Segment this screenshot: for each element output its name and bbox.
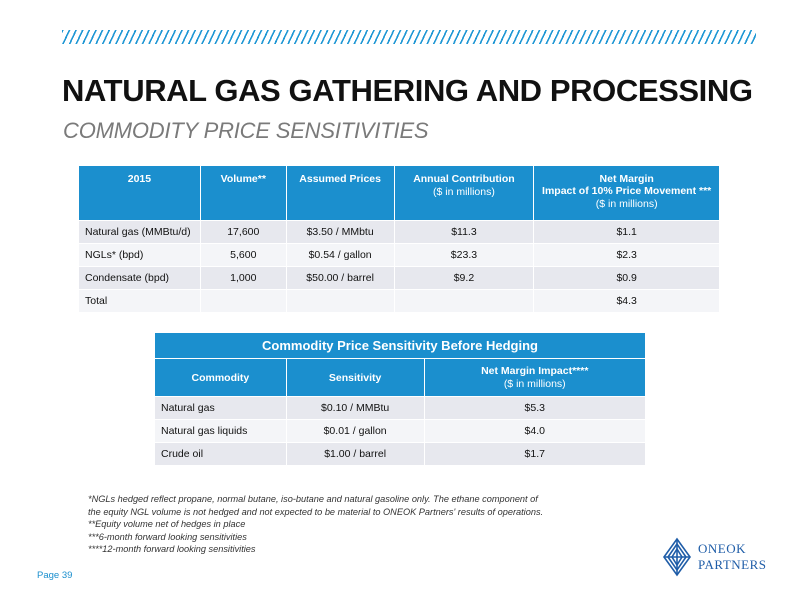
decorative-stripe-band (62, 30, 756, 44)
table-row: Natural gas (MMBtu/d) 17,600 $3.50 / MMb… (78, 220, 720, 244)
cell-commodity: Natural gas liquids (154, 419, 287, 443)
table-row: Natural gas $0.10 / MMBtu $5.3 (154, 396, 646, 420)
logo-text-line2: PARTNERS (698, 557, 767, 572)
cell-annual-contribution (393, 289, 535, 313)
cell-assumed-price: $50.00 / barrel (285, 266, 395, 290)
logo-text-line1: ONEOK (698, 541, 746, 556)
page-title: NATURAL GAS GATHERING AND PROCESSING (62, 73, 753, 108)
cell-net-margin-impact: $5.3 (423, 396, 646, 420)
cell-annual-contribution: $9.2 (393, 266, 535, 290)
cell-net-margin-total: $4.3 (533, 289, 720, 313)
footnote: **Equity volume net of hedges in place (88, 519, 246, 530)
cell-commodity: Natural gas (154, 396, 287, 420)
column-header-volume: Volume** (199, 165, 287, 221)
cell-annual-contribution: $11.3 (393, 220, 535, 244)
cell-commodity: Natural gas (MMBtu/d) (78, 220, 201, 244)
cell-net-margin-impact: $1.7 (423, 442, 646, 466)
table-row: Natural gas liquids $0.01 / gallon $4.0 (154, 419, 646, 443)
cell-net-margin: $2.3 (533, 243, 720, 267)
page-subtitle: COMMODITY PRICE SENSITIVITIES (63, 118, 429, 143)
cell-volume: 5,600 (199, 243, 287, 267)
oneok-partners-logo: ONEOK PARTNERS (660, 535, 770, 580)
cell-volume: 17,600 (199, 220, 287, 244)
table-caption-row: Commodity Price Sensitivity Before Hedgi… (154, 332, 646, 359)
table-row: Crude oil $1.00 / barrel $1.7 (154, 442, 646, 466)
footnote: *NGLs hedged reflect propane, normal but… (88, 494, 538, 504)
cell-volume: 1,000 (199, 266, 287, 290)
cell-total-label: Total (78, 289, 201, 313)
logo-emblem-icon (663, 537, 691, 577)
column-header-sensitivity: Sensitivity (285, 358, 425, 397)
cell-volume (199, 289, 287, 313)
footnote: ****12-month forward looking sensitiviti… (88, 544, 256, 555)
column-header-commodity: Commodity (154, 358, 287, 397)
column-header-assumed-prices: Assumed Prices (285, 165, 395, 221)
footnote: the equity NGL volume is not hedged and … (88, 506, 544, 517)
page-number: Page 39 (37, 570, 73, 581)
cell-commodity: Crude oil (154, 442, 287, 466)
cell-net-margin: $1.1 (533, 220, 720, 244)
cell-assumed-price: $3.50 / MMbtu (285, 220, 395, 244)
cell-sensitivity: $0.01 / gallon (285, 419, 425, 443)
cell-commodity: Condensate (bpd) (78, 266, 201, 290)
cell-annual-contribution: $23.3 (393, 243, 535, 267)
cell-net-margin: $0.9 (533, 266, 720, 290)
price-sensitivity-table: 2015 Volume** Assumed Prices Annual Cont… (78, 165, 720, 313)
cell-assumed-price: $0.54 / gallon (285, 243, 395, 267)
column-header-net-margin-impact: Net Margin Impact**** ($ in millions) (423, 358, 646, 397)
cell-sensitivity: $1.00 / barrel (285, 442, 425, 466)
column-header-net-margin: Net Margin Impact of 10% Price Movement … (533, 165, 720, 221)
column-header-annual-contribution: Annual Contribution ($ in millions) (393, 165, 535, 221)
cell-sensitivity: $0.10 / MMBtu (285, 396, 425, 420)
cell-commodity: NGLs* (bpd) (78, 243, 201, 267)
table-header-row: 2015 Volume** Assumed Prices Annual Cont… (78, 165, 720, 221)
cell-net-margin-impact: $4.0 (423, 419, 646, 443)
table-caption: Commodity Price Sensitivity Before Hedgi… (154, 332, 646, 359)
column-header-year: 2015 (78, 165, 201, 221)
footnote: ***6-month forward looking sensitivities (88, 531, 247, 542)
table-row-total: Total $4.3 (78, 289, 720, 313)
table-header-row: Commodity Sensitivity Net Margin Impact*… (154, 358, 646, 397)
table-row: Condensate (bpd) 1,000 $50.00 / barrel $… (78, 266, 720, 290)
footnotes: *NGLs hedged reflect propane, normal but… (88, 493, 568, 556)
hedging-sensitivity-table: Commodity Price Sensitivity Before Hedgi… (154, 332, 646, 466)
table-row: NGLs* (bpd) 5,600 $0.54 / gallon $23.3 $… (78, 243, 720, 267)
cell-assumed-price (285, 289, 395, 313)
